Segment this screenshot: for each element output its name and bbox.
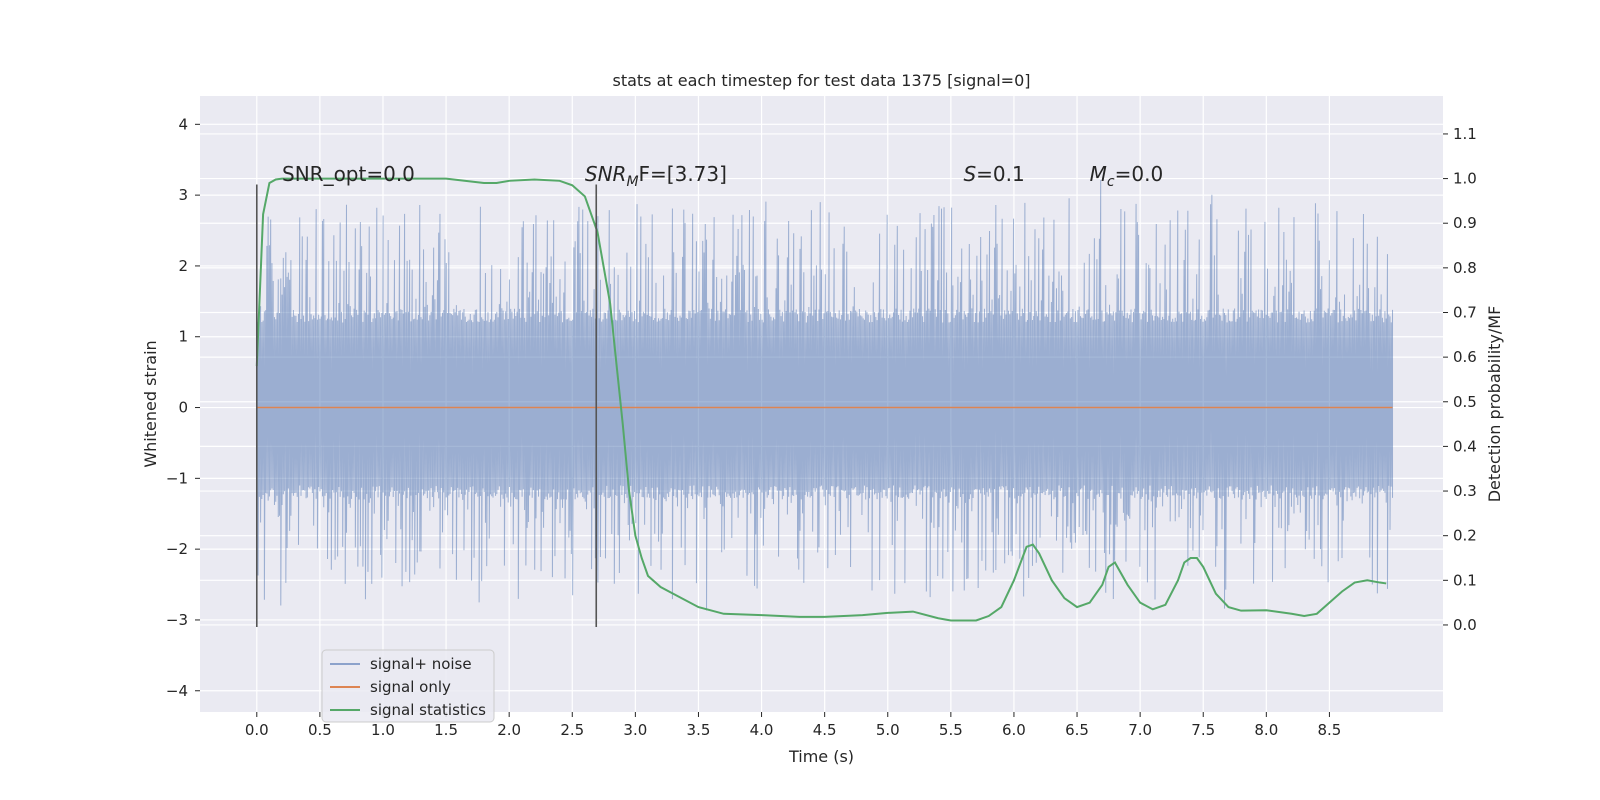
signal-noise-series <box>256 180 1394 611</box>
annotation-snr-mf: SNRMF=[3.73] <box>585 162 727 190</box>
y-tick-label: −2 <box>166 540 188 558</box>
x-tick-label: 1.0 <box>371 721 395 739</box>
legend: signal+ noise signal only signal statistic… <box>321 649 495 723</box>
annotation-s: S=0.1 <box>963 162 1024 186</box>
annotation-snr-opt: SNR_opt=0.0 <box>282 162 415 186</box>
x-tick-label: 0.0 <box>245 721 269 739</box>
y2-tick-label: 1.0 <box>1453 170 1477 188</box>
y2-axis-label: Detection probability/MF <box>1485 306 1504 503</box>
y-tick-label: −3 <box>166 611 188 629</box>
y-tick-label: 3 <box>178 186 188 204</box>
x-tick-label: 5.0 <box>876 721 900 739</box>
x-tick-label: 3.5 <box>687 721 711 739</box>
y-tick-label: −4 <box>166 682 188 700</box>
x-tick-label: 2.0 <box>497 721 521 739</box>
x-tick-label: 6.0 <box>1002 721 1026 739</box>
y2-tick-label: 0.7 <box>1453 303 1477 321</box>
y2-tick-label: 0.0 <box>1453 616 1477 634</box>
x-tick-label: 4.5 <box>813 721 837 739</box>
x-tick-label: 2.5 <box>560 721 584 739</box>
y-tick-label: 2 <box>178 257 188 275</box>
x-tick-label: 8.5 <box>1317 721 1341 739</box>
y-axis-label: Whitened strain <box>141 340 160 467</box>
y-tick-label: −1 <box>166 469 188 487</box>
y2-tick-label: 0.8 <box>1453 259 1477 277</box>
y2-tick-label: 0.2 <box>1453 527 1477 545</box>
tick-layer: 0.0 0.5 1.0 1.5 2.0 2.5 3.0 3.5 4.0 4.5 5.0 5.5 6.0 6… <box>166 115 1477 739</box>
annotations: SNR_opt=0.0 SNRMF=[3.73] S=0.1 Mc=0.0 <box>282 162 1163 190</box>
y2-tick-label: 0.3 <box>1453 482 1477 500</box>
legend-box <box>321 649 495 723</box>
y-tick-label: 1 <box>178 328 188 346</box>
line-series-layer <box>255 177 1393 628</box>
legend-label-signal-statistics: signal statistics <box>370 701 486 719</box>
x-tick-label: 3.0 <box>623 721 647 739</box>
signal-statistics-line <box>255 177 1387 622</box>
y2-tick-label: 0.4 <box>1453 437 1477 455</box>
x-tick-label: 7.5 <box>1191 721 1215 739</box>
x-tick-label: 8.0 <box>1254 721 1278 739</box>
y2-tick-label: 0.5 <box>1453 393 1477 411</box>
x-tick-label: 1.5 <box>434 721 458 739</box>
x-tick-label: 0.5 <box>308 721 332 739</box>
y-tick-label: 0 <box>178 399 188 417</box>
x-tick-label: 4.0 <box>750 721 774 739</box>
y2-tick-label: 0.9 <box>1453 214 1477 232</box>
y2-tick-label: 0.1 <box>1453 571 1477 589</box>
x-axis-label: Time (s) <box>788 747 854 766</box>
y-tick-label: 4 <box>178 115 188 133</box>
y2-tick-label: 0.6 <box>1453 348 1477 366</box>
signal-noise-line <box>256 180 1394 611</box>
y2-tick-label: 1.1 <box>1453 125 1477 143</box>
x-tick-label: 6.5 <box>1065 721 1089 739</box>
chart-title: stats at each timestep for test data 137… <box>612 71 1030 90</box>
x-tick-label: 5.5 <box>939 721 963 739</box>
legend-label-signal-noise: signal+ noise <box>370 655 472 673</box>
x-tick-label: 7.0 <box>1128 721 1152 739</box>
annotation-mc: Mc=0.0 <box>1090 162 1164 190</box>
legend-label-signal-only: signal only <box>370 678 451 696</box>
